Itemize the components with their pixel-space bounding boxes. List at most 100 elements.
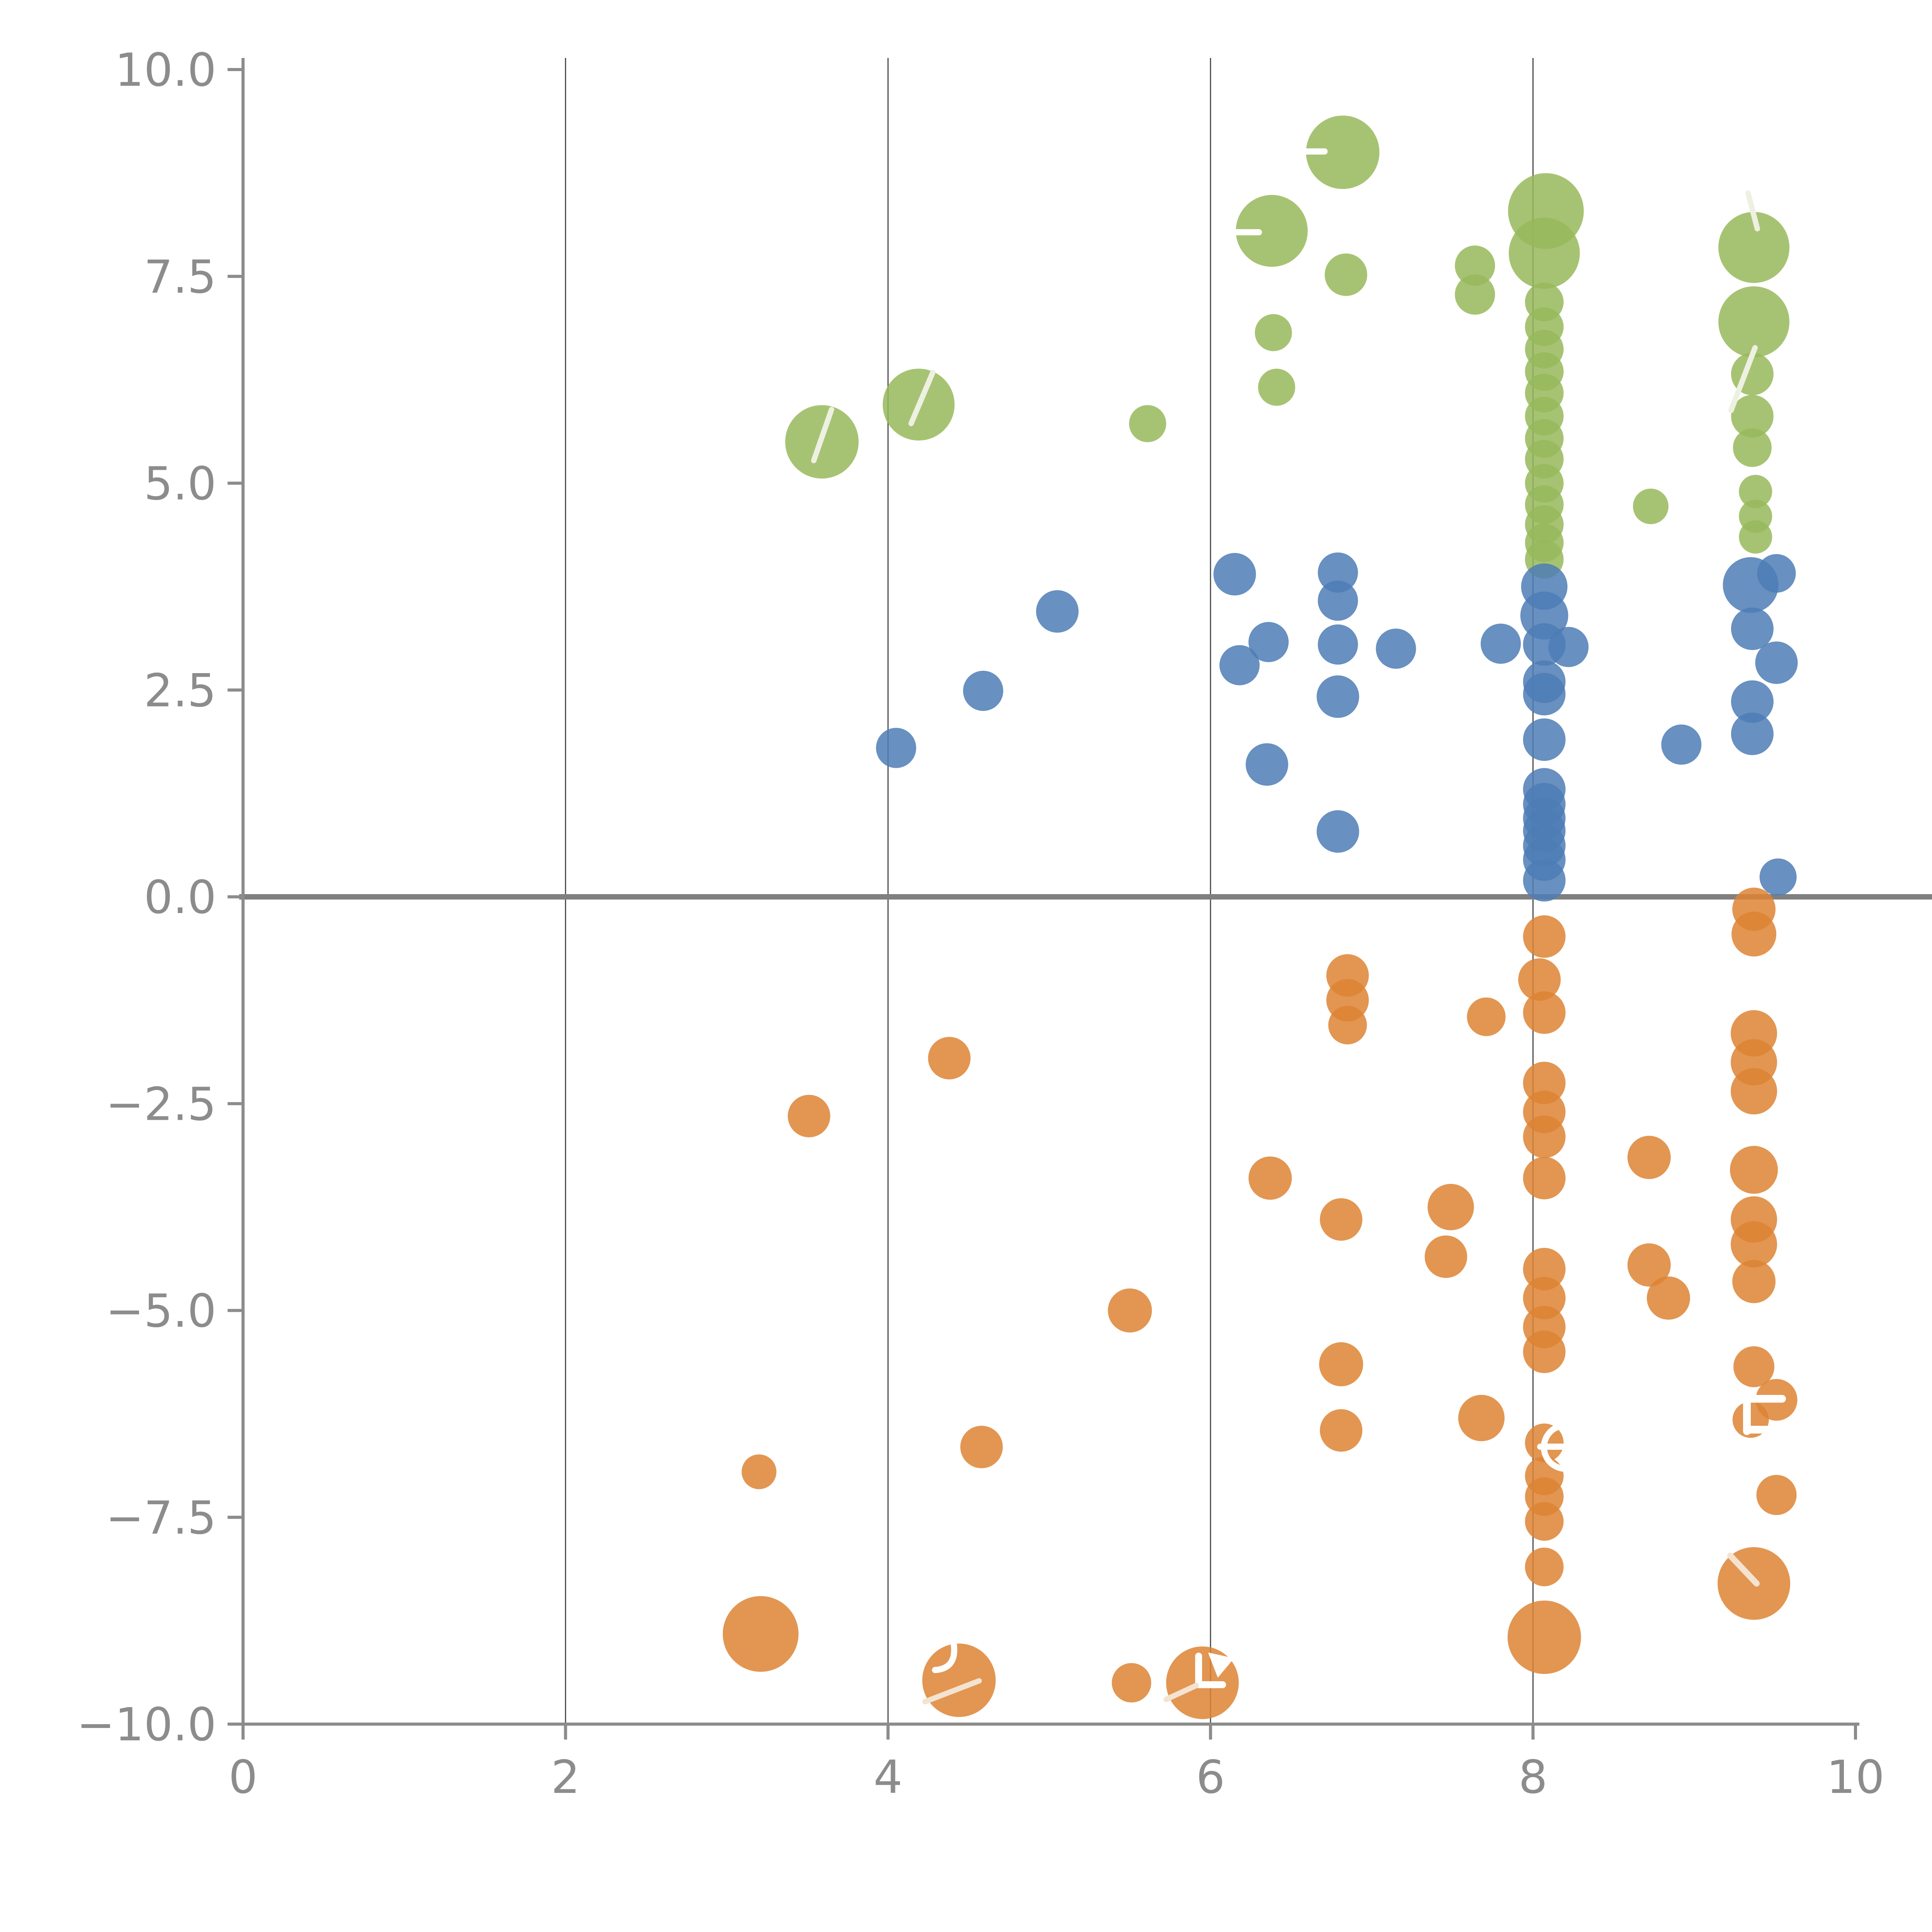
bubble-orange (723, 1596, 799, 1672)
glyph-E-on-orange-9.4--6.3 (1740, 1395, 1786, 1435)
y-tick-label: −2.5 (105, 1077, 216, 1131)
bubble-orange (1507, 1600, 1581, 1674)
bubble-blue (1318, 624, 1358, 665)
x-tick-label: 2 (551, 1750, 580, 1804)
bubble-blue (876, 728, 917, 768)
bubble-orange (1425, 1235, 1468, 1278)
bubble-blue (1245, 743, 1288, 786)
bubble-green (1731, 395, 1774, 438)
bubble-orange (1523, 1156, 1566, 1199)
bubble-green (1739, 520, 1772, 554)
bubbles-blue (876, 552, 1798, 902)
bubble-orange (1523, 1115, 1566, 1158)
bubble-blue (1731, 713, 1774, 755)
bubble-orange (1523, 1330, 1566, 1373)
bubble-green (1306, 116, 1379, 189)
bubble-orange (1731, 1068, 1777, 1115)
bubble-orange (1467, 997, 1506, 1036)
bubble-green (1455, 245, 1495, 286)
bubble-orange (1319, 1342, 1363, 1386)
bubble-blue (1248, 622, 1289, 662)
bubble-blue (1661, 724, 1702, 765)
bubble-orange (1248, 1156, 1292, 1200)
bubble-orange (1523, 915, 1566, 958)
bubble-green (1718, 212, 1790, 283)
bubble-green (1236, 195, 1308, 267)
bubble-blue (1731, 607, 1774, 650)
bubble-orange (1525, 1548, 1564, 1587)
bubble-orange (742, 1454, 777, 1489)
x-tick-label: 8 (1519, 1750, 1548, 1804)
bubble-green (1509, 218, 1580, 289)
y-tick-label: 7.5 (144, 250, 216, 303)
y-tick-label: 10.0 (115, 43, 216, 97)
bubble-blue (1759, 858, 1797, 896)
bubble-orange (928, 1037, 971, 1080)
slash-on-orange-6.0--9.5 (1163, 1683, 1199, 1702)
slash-on-green-4.2-6.0 (908, 370, 935, 426)
bubble-blue (1523, 673, 1566, 716)
bubble-orange (1730, 1146, 1778, 1194)
bubble-orange (1646, 1276, 1690, 1320)
y-tick-label: 2.5 (144, 664, 216, 717)
slash-on-green-9.4-7.0 (1728, 345, 1758, 413)
y-tick-label: 0.0 (144, 871, 216, 924)
bubble-orange (1320, 1409, 1362, 1452)
bubble-blue (1316, 810, 1359, 853)
bubble-orange (1523, 991, 1566, 1034)
bubble-orange (1458, 1395, 1505, 1441)
bubble-orange (1756, 1475, 1797, 1515)
axis-tick-labels: 10.0 7.5 5.0 2.5 0.0 −2.5 −5.0 −7.5 −10.00 2 4 6 8 10 (77, 43, 1884, 1804)
bubble-orange (960, 1425, 1003, 1468)
bubble-blue (1523, 623, 1566, 666)
bubble-orange (787, 1095, 830, 1138)
slash-on-orange-9.4--8.3 (1727, 1553, 1760, 1587)
bubble-orange (922, 1643, 996, 1717)
bubble-orange (1320, 1198, 1362, 1241)
bubble-blue (1213, 553, 1256, 596)
x-tick-label: 6 (1196, 1750, 1225, 1804)
x-tick-label: 0 (228, 1750, 257, 1804)
x-tick-label: 4 (874, 1750, 903, 1804)
slash-on-green-9.4-7.9 (1745, 190, 1760, 231)
bubbles-orange (723, 888, 1798, 1719)
bubble-blue (1480, 623, 1521, 664)
bubbles-green (785, 116, 1790, 579)
bubble-green (1633, 488, 1669, 524)
bubble-blue (1523, 718, 1566, 761)
y-tick-label: −5.0 (105, 1284, 216, 1338)
bubble-green (1739, 474, 1772, 508)
bubble-green (1718, 286, 1790, 358)
bubble-orange (1731, 912, 1777, 957)
notch-on-orange-6.0--9.5 (1208, 1653, 1234, 1677)
axis-spines (239, 58, 1859, 1726)
slash-on-orange-4.4--9.5 (922, 1678, 982, 1704)
y-tick-label: −7.5 (105, 1491, 216, 1544)
bubble-orange (1627, 1243, 1671, 1287)
bubble-blue (1523, 859, 1566, 902)
y-tick-label: 5.0 (144, 457, 216, 510)
axis-ticks (228, 68, 1857, 1740)
bubble-blue (1723, 557, 1779, 613)
bubble-orange (1733, 1346, 1775, 1388)
bubble-blue (1731, 680, 1774, 723)
bubble-orange (1427, 1184, 1474, 1230)
bubble-orange (1731, 1221, 1777, 1268)
bubble-blue (1316, 675, 1359, 718)
bubble-green (1129, 405, 1167, 442)
bubble-orange (1627, 1136, 1671, 1179)
x-tick-label: 10 (1827, 1750, 1884, 1804)
bubble-blue (1755, 641, 1798, 684)
bubble-blue (1036, 590, 1079, 633)
bubble-green (1733, 428, 1772, 467)
bubble-blue (1318, 552, 1358, 593)
bubble-green (1325, 253, 1367, 296)
bubble-blue (1376, 628, 1416, 669)
bubble-blue (1318, 580, 1358, 621)
bubble-orange (1108, 1288, 1152, 1333)
gridlines (565, 58, 1534, 1724)
bubble-blue (963, 670, 1003, 711)
bubble-green (1455, 274, 1495, 315)
